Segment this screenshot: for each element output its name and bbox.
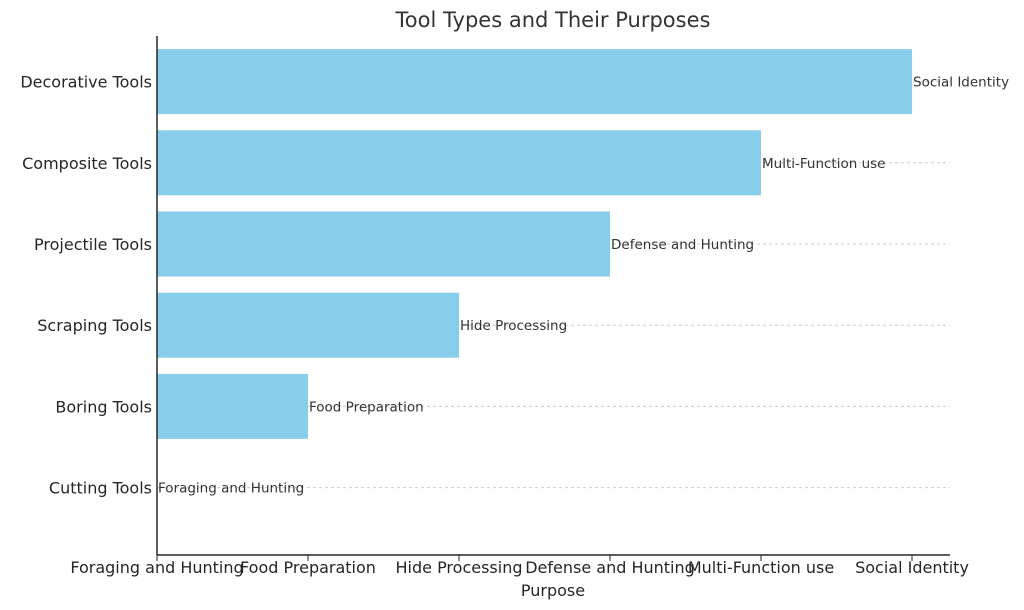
bar-value-label: Social Identity <box>913 75 1009 91</box>
chart-title: Tool Types and Their Purposes <box>395 8 711 32</box>
x-tick-label: Hide Processing <box>396 558 523 577</box>
x-tick-label: Multi-Function use <box>688 558 834 577</box>
category-label: Scraping Tools <box>37 316 152 335</box>
bar <box>157 49 912 115</box>
category-label: Decorative Tools <box>20 73 152 92</box>
bar-value-label: Food Preparation <box>309 399 424 415</box>
bar <box>157 292 459 358</box>
category-label: Boring Tools <box>55 397 152 416</box>
bar-value-label: Defense and Hunting <box>611 237 754 253</box>
bar-layer <box>157 49 912 439</box>
bar-value-labels: Foraging and Hunting Food Preparation Hide… <box>158 75 1009 497</box>
category-label: Composite Tools <box>22 154 152 173</box>
category-label: Projectile Tools <box>34 235 152 254</box>
bar-value-label: Foraging and Hunting <box>158 481 304 497</box>
x-axis-title: Purpose <box>521 581 585 600</box>
x-tick-label: Foraging and Hunting <box>70 558 243 577</box>
bar-value-label: Multi-Function use <box>762 156 885 172</box>
x-tick-label: Food Preparation <box>240 558 376 577</box>
bar <box>157 130 761 196</box>
category-labels: Cutting Tools Boring Tools Scraping Tools P… <box>20 73 152 498</box>
bar-value-label: Hide Processing <box>460 318 567 334</box>
bar <box>157 211 610 277</box>
x-tick-label: Social Identity <box>855 558 969 577</box>
bar <box>157 373 308 439</box>
category-label: Cutting Tools <box>49 479 152 498</box>
x-tick-label: Defense and Hunting <box>525 558 695 577</box>
